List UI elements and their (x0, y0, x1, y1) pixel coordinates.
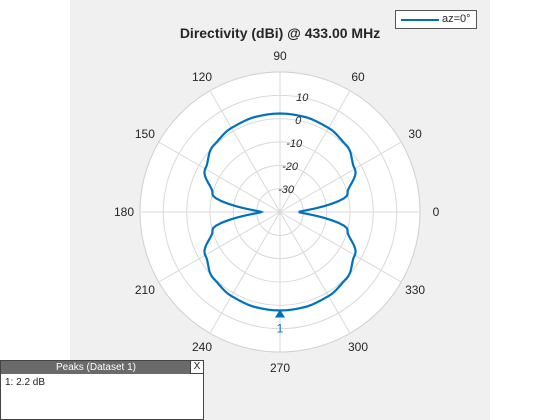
angular-gridline (158, 211, 281, 283)
angle-tick-label: 240 (192, 340, 212, 354)
peak-marker-icon (275, 309, 285, 318)
angle-tick-label: 150 (135, 127, 155, 141)
angle-tick-label: 270 (270, 361, 290, 375)
angular-gridline (279, 141, 402, 213)
close-button[interactable]: X (190, 361, 203, 374)
angle-tick-label: 0 (433, 205, 440, 219)
angle-tick-label: 90 (273, 49, 287, 63)
peaks-row: 1: 2.2 dB (5, 377, 46, 388)
peaks-panel[interactable]: Peaks (Dataset 1) X 1: 2.2 dB (0, 360, 204, 420)
peaks-title: Peaks (Dataset 1) (1, 361, 191, 374)
legend[interactable]: az=0° (395, 10, 477, 29)
angular-gridline (158, 141, 281, 213)
angle-tick-label: 300 (348, 340, 368, 354)
legend-label: az=0° (442, 13, 471, 25)
radial-tick-label: -30 (278, 184, 295, 196)
angular-gridline (209, 211, 281, 334)
radial-tick-label: 0 (295, 115, 302, 127)
radial-tick-label: -20 (282, 161, 299, 173)
chart-title: Directivity (dBi) @ 433.00 MHz (179, 25, 381, 41)
angle-tick-label: 330 (405, 283, 425, 297)
angle-tick-label: 210 (135, 283, 155, 297)
angle-tick-label: 120 (192, 70, 212, 84)
series-line (203, 112, 357, 312)
radial-tick-label: -10 (286, 138, 303, 150)
angular-gridline (279, 211, 402, 283)
peak-marker-label: 1 (277, 321, 284, 335)
legend-swatch (401, 19, 439, 21)
angular-gridline (279, 211, 351, 334)
angle-tick-label: 30 (408, 127, 422, 141)
angular-gridline (209, 90, 281, 213)
radial-tick-label: 10 (296, 92, 309, 104)
angle-tick-label: 60 (351, 70, 365, 84)
angle-tick-label: 180 (114, 205, 134, 219)
angular-gridline (279, 90, 351, 213)
